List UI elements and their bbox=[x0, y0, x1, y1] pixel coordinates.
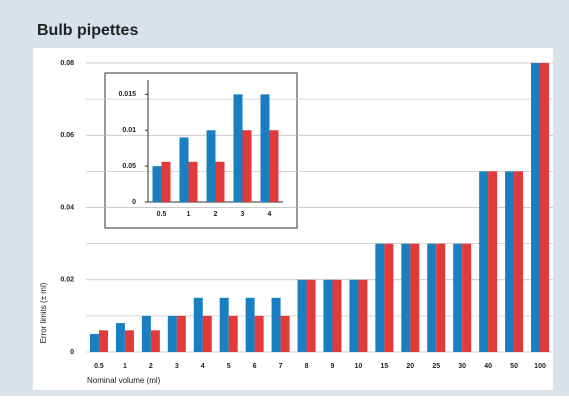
x-tick-label: 0.5 bbox=[157, 211, 167, 218]
bar bbox=[269, 130, 279, 202]
x-tick-label: 30 bbox=[458, 363, 466, 370]
x-tick-label: 3 bbox=[241, 211, 245, 218]
bar bbox=[375, 243, 385, 352]
bar bbox=[505, 171, 515, 352]
bar bbox=[245, 297, 255, 352]
bar bbox=[228, 315, 238, 352]
x-tick-label: 7 bbox=[279, 363, 283, 370]
bar bbox=[215, 161, 225, 202]
bar bbox=[384, 243, 394, 352]
x-tick-label: 3 bbox=[175, 363, 179, 370]
bar bbox=[488, 171, 498, 352]
x-tick-label: 2 bbox=[214, 211, 218, 218]
x-tick-label: 100 bbox=[534, 363, 546, 370]
x-axis-label: Nominal volume (ml) bbox=[87, 376, 161, 385]
bar bbox=[323, 279, 333, 352]
bar bbox=[219, 297, 229, 352]
bar bbox=[179, 137, 189, 202]
bar bbox=[202, 315, 212, 352]
bar bbox=[233, 94, 243, 202]
x-tick-label: 8 bbox=[305, 363, 309, 370]
x-tick-label: 5 bbox=[227, 363, 231, 370]
bar bbox=[462, 243, 472, 352]
bar bbox=[206, 130, 216, 202]
x-tick-label: 40 bbox=[484, 363, 492, 370]
bar bbox=[410, 243, 420, 352]
x-tick-label: 1 bbox=[123, 363, 127, 370]
bar bbox=[531, 63, 541, 352]
bar bbox=[453, 243, 463, 352]
bar bbox=[254, 315, 264, 352]
bar bbox=[401, 243, 411, 352]
bar bbox=[436, 243, 446, 352]
bar bbox=[280, 315, 290, 352]
bar bbox=[514, 171, 524, 352]
x-tick-label: 10 bbox=[355, 363, 363, 370]
y-axis-label: Error limits (± ml) bbox=[39, 282, 48, 343]
bar bbox=[193, 297, 203, 352]
x-tick-label: 9 bbox=[331, 363, 335, 370]
x-tick-label: 6 bbox=[253, 363, 257, 370]
y-tick-label: 0.04 bbox=[60, 204, 74, 211]
y-tick-label: 0.08 bbox=[60, 60, 74, 67]
bar bbox=[124, 330, 134, 352]
x-tick-label: 0.5 bbox=[94, 363, 104, 370]
bar bbox=[332, 279, 342, 352]
bar bbox=[141, 315, 151, 352]
bar bbox=[150, 330, 160, 352]
bar bbox=[98, 330, 108, 352]
x-tick-label: 2 bbox=[149, 363, 153, 370]
bar bbox=[115, 323, 125, 352]
bar bbox=[479, 171, 489, 352]
y-tick-label: 0.06 bbox=[60, 132, 74, 139]
y-tick-label: 0.015 bbox=[118, 91, 136, 98]
y-tick-label: 0.01 bbox=[122, 127, 136, 134]
y-tick-label: 0 bbox=[132, 199, 136, 206]
x-tick-label: 4 bbox=[201, 363, 205, 370]
bar bbox=[297, 279, 307, 352]
bar bbox=[427, 243, 437, 352]
bar bbox=[167, 315, 177, 352]
y-tick-label: 0.05 bbox=[122, 163, 136, 170]
bar bbox=[349, 279, 359, 352]
bar bbox=[306, 279, 316, 352]
bar bbox=[260, 94, 270, 202]
bar bbox=[271, 297, 281, 352]
bar bbox=[188, 161, 198, 202]
bar bbox=[176, 315, 186, 352]
bar bbox=[358, 279, 368, 352]
bar bbox=[242, 130, 252, 202]
y-tick-label: 0.02 bbox=[60, 277, 74, 284]
bar bbox=[540, 63, 550, 352]
x-tick-label: 1 bbox=[187, 211, 191, 218]
x-tick-label: 20 bbox=[406, 363, 414, 370]
bar bbox=[152, 166, 162, 202]
bar bbox=[161, 161, 171, 202]
bar bbox=[89, 333, 99, 352]
x-tick-label: 50 bbox=[510, 363, 518, 370]
chart-title: Bulb pipettes bbox=[37, 22, 138, 39]
x-tick-label: 4 bbox=[268, 211, 272, 218]
x-tick-label: 25 bbox=[432, 363, 440, 370]
y-tick-label: 0 bbox=[70, 349, 74, 356]
x-tick-label: 15 bbox=[380, 363, 388, 370]
